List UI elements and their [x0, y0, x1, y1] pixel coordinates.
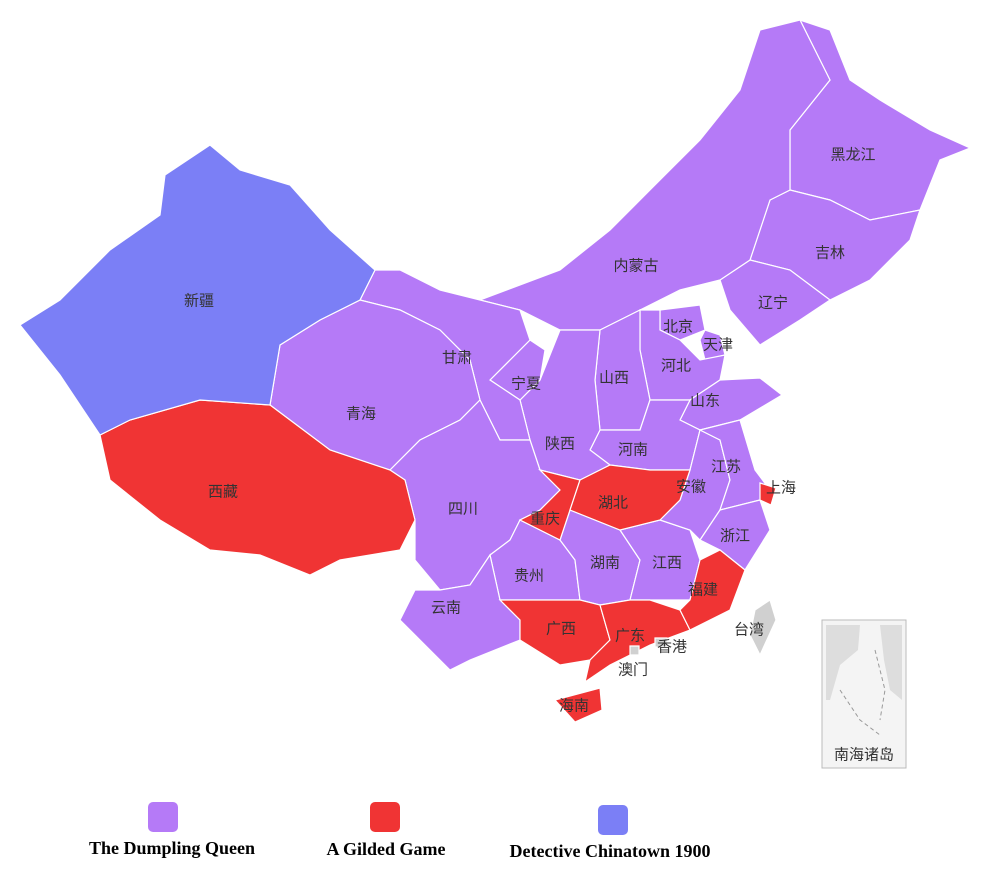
provinces	[19, 18, 972, 723]
province	[399, 553, 521, 671]
province-label: 黑龙江	[830, 146, 875, 164]
province-label: 湖南	[590, 554, 620, 572]
province-label: 西藏	[208, 483, 238, 501]
province-label: 山西	[599, 369, 629, 387]
province	[789, 18, 972, 221]
province-label: 甘肃	[442, 349, 472, 367]
province	[654, 637, 668, 648]
inset-land	[880, 625, 902, 700]
province-label: 江西	[652, 554, 682, 572]
province	[569, 464, 691, 531]
province-label: 贵州	[514, 567, 544, 585]
province-label: 山东	[690, 392, 720, 410]
province-label: 内蒙古	[613, 257, 658, 275]
province-label: 云南	[431, 599, 461, 617]
province-label: 辽宁	[758, 294, 788, 312]
province-label: 新疆	[184, 292, 214, 310]
province	[759, 482, 777, 506]
legend-label: The Dumpling Queen	[89, 838, 255, 858]
province-label: 广西	[546, 620, 576, 638]
legend-label: A Gilded Game	[326, 839, 445, 859]
province	[629, 645, 640, 656]
province-label: 海南	[559, 697, 589, 715]
province-label: 福建	[688, 581, 718, 599]
province-label: 湖北	[598, 494, 628, 512]
province-label: 四川	[448, 500, 478, 518]
inset-line	[839, 649, 886, 736]
province-label: 重庆	[530, 510, 560, 528]
inset: 南海诸岛	[821, 619, 907, 769]
province	[584, 599, 691, 684]
province-label: 江苏	[711, 458, 741, 476]
province	[719, 259, 832, 346]
province-label: 青海	[346, 405, 376, 423]
inset-label: 南海诸岛	[834, 746, 894, 764]
province	[679, 549, 746, 631]
province-label: 天津	[703, 336, 733, 354]
province	[553, 687, 603, 723]
legend-swatch	[370, 802, 400, 832]
province-label: 浙江	[720, 527, 750, 545]
province-label: 台湾	[734, 621, 764, 639]
legend-swatch	[598, 805, 628, 835]
province-label: 香港	[657, 638, 687, 656]
province-label: 广东	[615, 627, 645, 645]
province-label: 宁夏	[511, 375, 541, 393]
province-label: 河北	[661, 357, 691, 375]
inset-land	[826, 625, 860, 700]
province-label: 北京	[663, 318, 693, 336]
legend: The Dumpling Queen A Gilded Game Detective…	[89, 802, 711, 861]
legend-label: Detective Chinatown 1900	[510, 841, 711, 861]
province-label: 安徽	[676, 478, 706, 496]
province-label: 河南	[618, 441, 648, 459]
province	[19, 144, 376, 436]
legend-swatch	[148, 802, 178, 832]
province-label: 吉林	[815, 244, 845, 262]
province-label: 陕西	[545, 435, 575, 453]
province-label: 上海	[766, 479, 796, 497]
province	[749, 599, 777, 657]
province-label: 澳门	[618, 661, 648, 679]
